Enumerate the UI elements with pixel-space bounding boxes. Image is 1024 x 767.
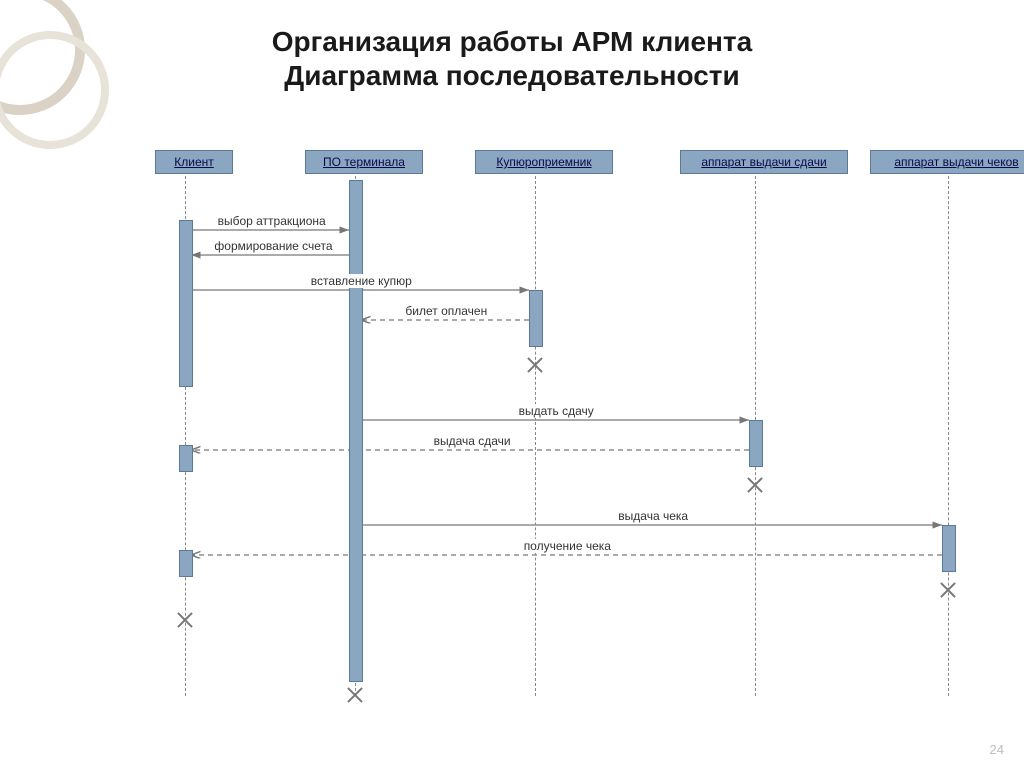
message-label: выдача чека <box>616 509 690 523</box>
participant-terminal: ПО терминала <box>305 150 423 174</box>
activation-change-4 <box>749 420 763 467</box>
participant-receipt: аппарат выдачи чеков <box>870 150 1024 174</box>
destroy-icon <box>525 355 545 375</box>
message-label: билет оплачен <box>403 304 489 318</box>
participant-acceptor: Купюроприемник <box>475 150 613 174</box>
message-label: формирование счета <box>212 239 334 253</box>
activation-client-5 <box>179 550 193 577</box>
destroy-icon <box>938 580 958 600</box>
message-label: выдать сдачу <box>517 404 596 418</box>
message-arrows <box>0 150 1024 710</box>
message-label: вставление купюр <box>309 274 414 288</box>
message-label: выдача сдачи <box>432 434 513 448</box>
message-label: выбор аттракциона <box>216 214 328 228</box>
lifeline-acceptor <box>535 176 536 696</box>
activation-receipt-6 <box>942 525 956 572</box>
participant-client: Клиент <box>155 150 233 174</box>
destroy-icon <box>345 685 365 705</box>
activation-client-1 <box>179 220 193 387</box>
page-title: Организация работы АРМ клиента Диаграмма… <box>0 25 1024 92</box>
title-line-1: Организация работы АРМ клиента <box>0 25 1024 59</box>
page-number: 24 <box>990 742 1004 757</box>
title-line-2: Диаграмма последовательности <box>0 59 1024 93</box>
destroy-icon <box>745 475 765 495</box>
activation-terminal-0 <box>349 180 363 682</box>
lifeline-receipt <box>948 176 949 696</box>
message-label: получение чека <box>522 539 613 553</box>
activation-client-3 <box>179 445 193 472</box>
sequence-diagram: Клиент ПО терминала Купюроприемник аппарат … <box>0 150 1024 710</box>
destroy-icon <box>175 610 195 630</box>
participant-change: аппарат выдачи сдачи <box>680 150 848 174</box>
activation-acceptor-2 <box>529 290 543 347</box>
